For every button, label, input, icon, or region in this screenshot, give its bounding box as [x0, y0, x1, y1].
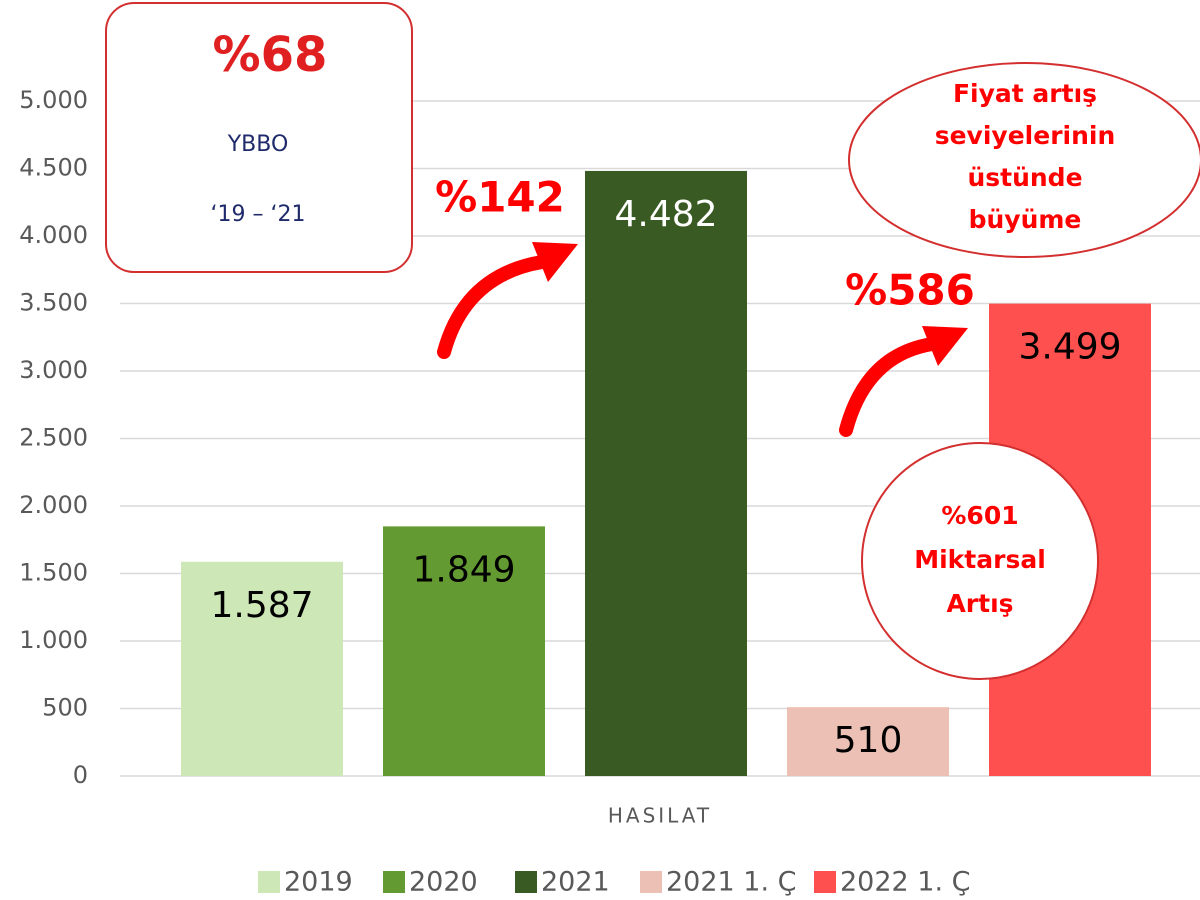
legend-label: 2021 1. Ç	[666, 867, 797, 898]
summary-box	[105, 2, 413, 273]
value-label: 4.482	[614, 194, 717, 235]
y-tick-label: 2.000	[19, 491, 88, 519]
labels: 0 500 1.000 1.500 2.000 2.500 3.000 3.500 4.000 4…	[19, 27, 1121, 898]
arrow-head	[922, 326, 968, 366]
legend-label: 2020	[409, 867, 478, 898]
y-tick-label: 5.000	[19, 86, 88, 114]
note-circle	[861, 442, 1099, 680]
y-tick-label: 0	[73, 761, 88, 789]
annotation: seviyelerinin	[935, 121, 1116, 150]
annotation: Artış	[946, 589, 1013, 618]
bar	[181, 561, 343, 776]
legend-swatch	[814, 871, 836, 893]
annotation: %601	[941, 501, 1018, 530]
y-tick-label: 2.500	[19, 424, 88, 452]
value-label: 3.499	[1018, 327, 1121, 368]
annotation: Miktarsal	[914, 545, 1046, 574]
bar	[383, 526, 545, 776]
annotation: ‘19 – ‘21	[211, 202, 306, 227]
value-label: 1.849	[412, 549, 515, 590]
annotation: %68	[213, 27, 328, 83]
y-tick-label: 4.000	[19, 221, 88, 249]
legend-swatch	[383, 871, 405, 893]
annotation: YBBO	[227, 132, 289, 157]
bar	[787, 707, 949, 776]
legend-swatch	[515, 871, 537, 893]
legend-label: 2021	[541, 867, 610, 898]
annotation: üstünde	[967, 163, 1082, 192]
annotation: büyüme	[969, 205, 1082, 234]
note-ellipse	[848, 62, 1200, 258]
annotation: %142	[435, 173, 565, 222]
x-tick-label: HASILAT	[608, 804, 712, 828]
bar	[585, 170, 747, 776]
arrow	[839, 337, 939, 437]
legend-label: 2022 1. Ç	[840, 867, 971, 898]
legend-label: 2019	[284, 867, 353, 898]
arrow	[437, 255, 549, 359]
legend-swatch	[640, 871, 662, 893]
annotation: Fiyat artış	[953, 79, 1097, 108]
y-tick-label: 4.500	[19, 154, 88, 182]
value-label: 1.587	[210, 585, 313, 626]
y-tick-label: 1.500	[19, 559, 88, 587]
legend-swatch	[258, 871, 280, 893]
value-label: 510	[834, 720, 903, 761]
y-tick-label: 3.000	[19, 356, 88, 384]
annotation: %586	[845, 266, 975, 315]
arrow-head	[532, 242, 578, 282]
y-tick-label: 500	[42, 694, 88, 722]
y-tick-label: 1.000	[19, 626, 88, 654]
y-tick-label: 3.500	[19, 289, 88, 317]
